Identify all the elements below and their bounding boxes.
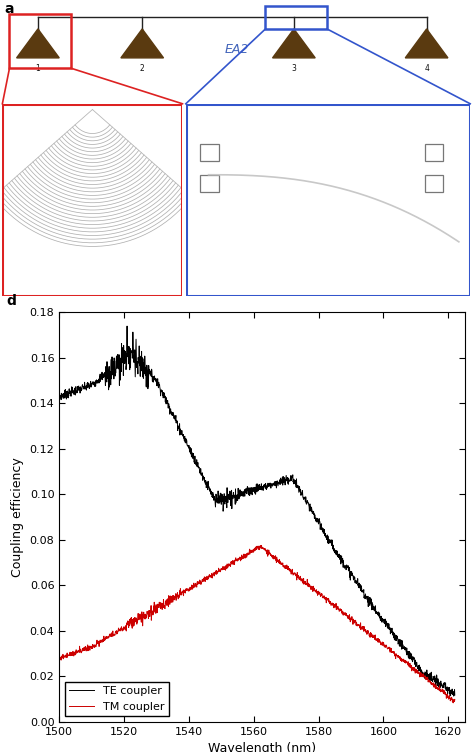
Text: 10 μm: 10 μm: [110, 111, 137, 120]
Bar: [200, 144, 219, 162]
Polygon shape: [17, 29, 59, 58]
TM coupler: [232, 556, 238, 566]
Text: 2: 2: [140, 64, 145, 73]
TE coupler: [240, 490, 246, 499]
X-axis label: Wavelength (nm): Wavelength (nm): [208, 742, 316, 752]
Text: 3: 3: [292, 64, 296, 73]
Bar: [2, 104, 182, 296]
Text: 10 μm: 10 μm: [292, 268, 319, 277]
Polygon shape: [273, 29, 315, 58]
Y-axis label: Coupling efficiency: Coupling efficiency: [11, 457, 24, 577]
TE coupler: [452, 690, 457, 699]
Line: TM coupler: TM coupler: [59, 546, 455, 703]
Text: 4: 4: [424, 64, 429, 73]
TE coupler: [282, 475, 287, 484]
Legend: TE coupler, TM coupler: TE coupler, TM coupler: [65, 682, 169, 717]
TM coupler: [452, 695, 457, 704]
TM coupler: [239, 554, 245, 563]
TM coupler: [450, 699, 456, 708]
Text: a: a: [5, 2, 14, 16]
Text: 1: 1: [36, 64, 40, 73]
Text: b: b: [9, 111, 19, 126]
TE coupler: [87, 381, 93, 390]
TM coupler: [282, 561, 287, 570]
TM coupler: [87, 646, 93, 655]
Text: c: c: [194, 111, 202, 126]
Bar: [9, 14, 71, 68]
TE coupler: [56, 388, 62, 397]
Text: EA2: EA2: [225, 43, 249, 56]
Bar: [425, 144, 443, 162]
TE coupler: [124, 322, 130, 331]
Line: TE coupler: TE coupler: [59, 326, 455, 696]
Polygon shape: [121, 29, 164, 58]
TM coupler: [103, 634, 109, 643]
Bar: [200, 174, 219, 192]
Text: d: d: [7, 294, 17, 308]
Bar: [265, 6, 327, 29]
TE coupler: [233, 484, 238, 493]
TM coupler: [224, 559, 230, 569]
TM coupler: [56, 654, 62, 663]
TE coupler: [103, 362, 109, 371]
TE coupler: [225, 498, 230, 507]
TE coupler: [451, 692, 456, 701]
TM coupler: [258, 541, 264, 550]
Polygon shape: [405, 29, 448, 58]
Bar: [425, 174, 443, 192]
